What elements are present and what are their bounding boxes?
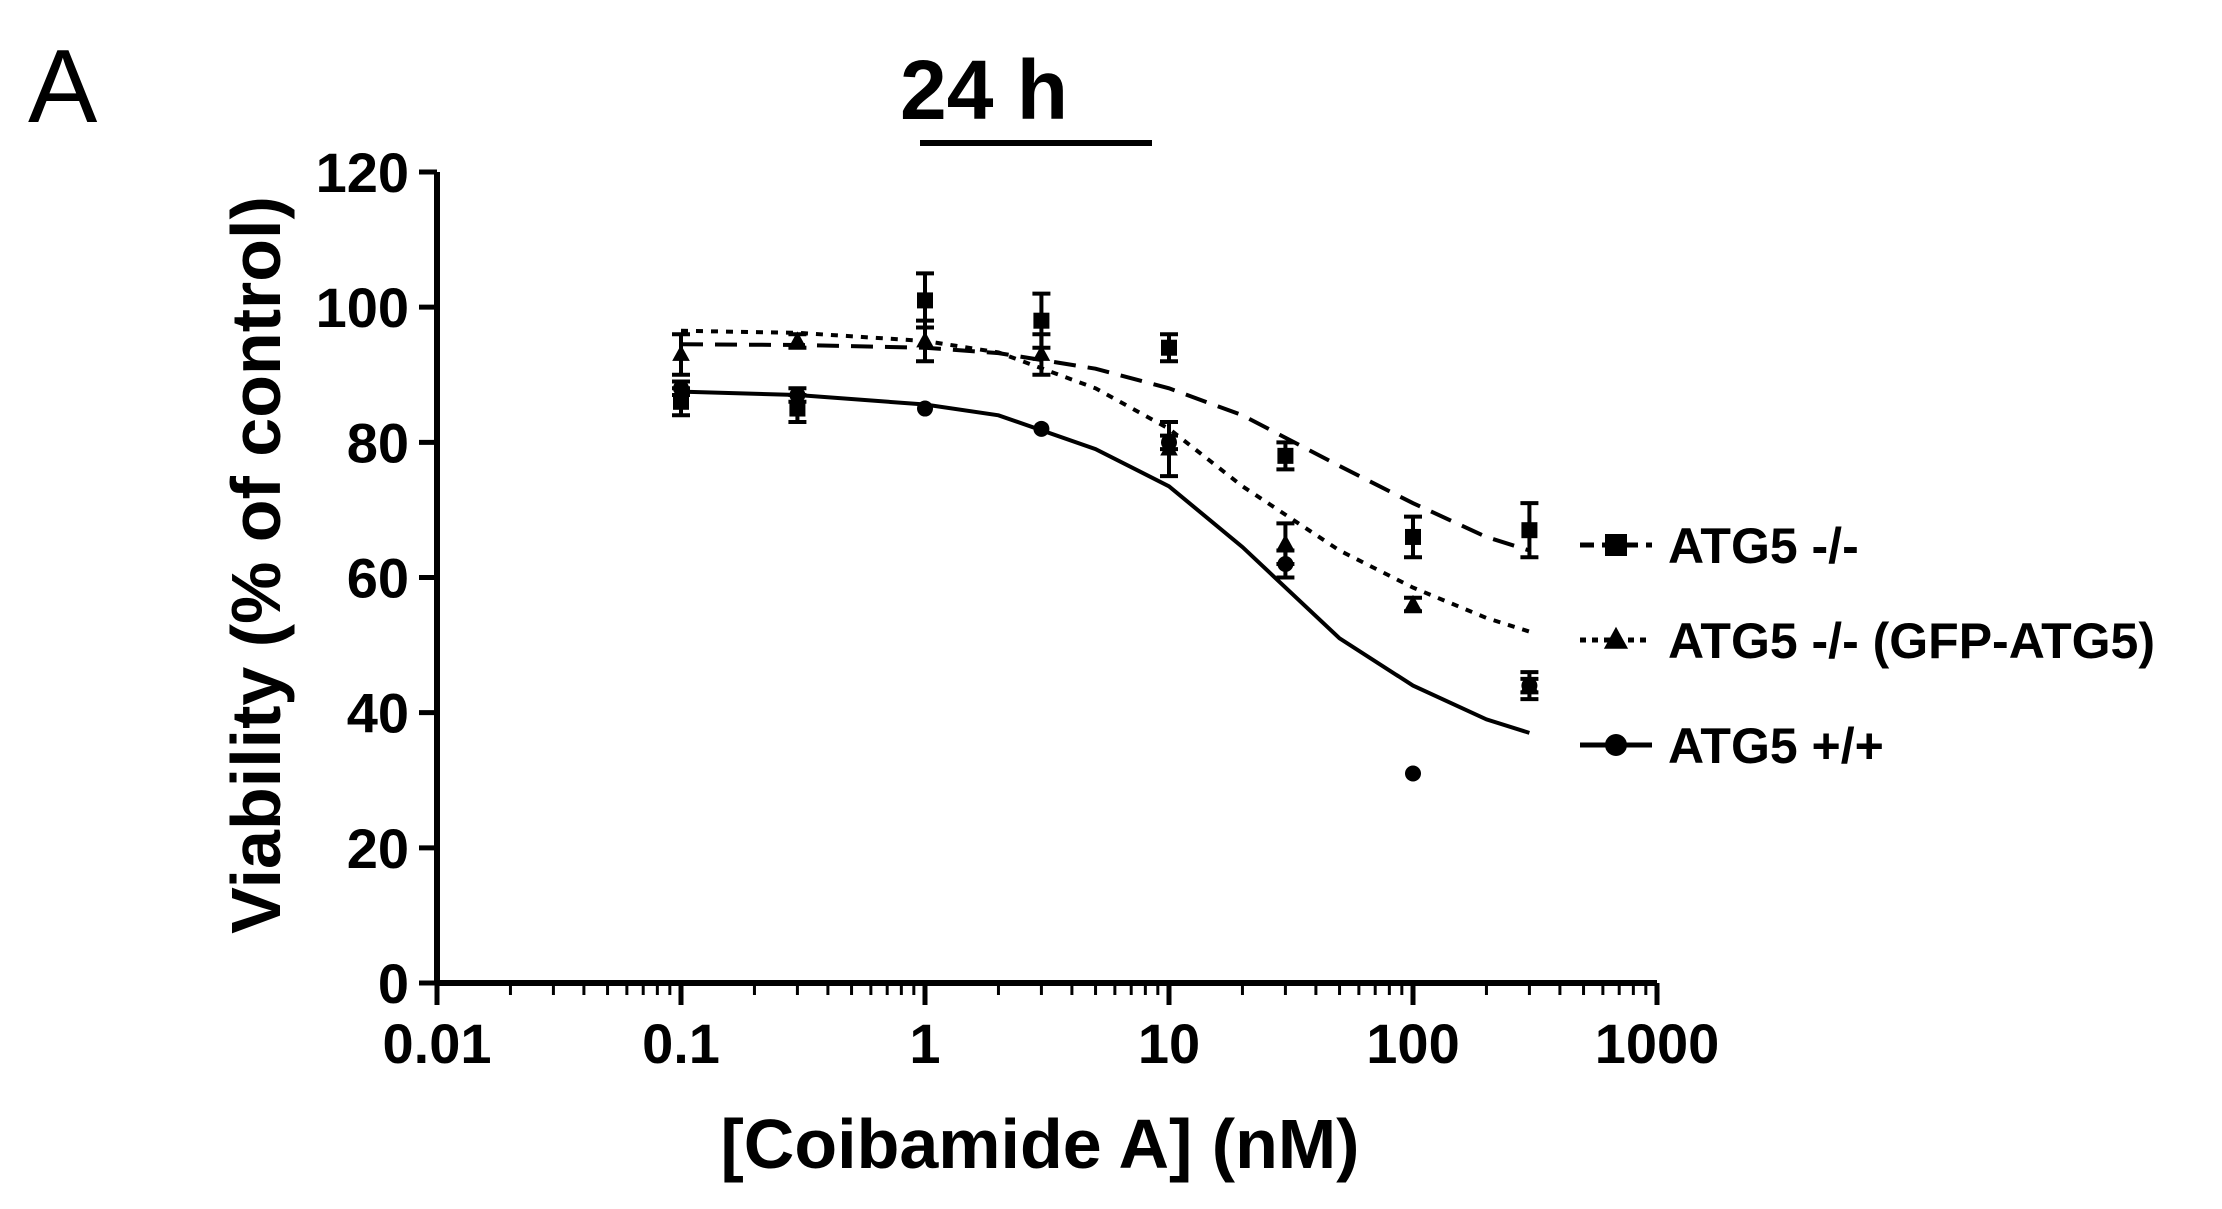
square-marker — [917, 292, 933, 309]
fit-curve — [680, 328, 1531, 634]
fit-curve — [680, 342, 1531, 553]
y-tick-label: 120 — [316, 141, 409, 204]
x-tick-label: 10 — [1138, 1012, 1200, 1075]
square-marker — [673, 393, 689, 410]
y-tick-label: 20 — [347, 817, 409, 880]
y-tick-label: 60 — [347, 547, 409, 610]
circle-marker — [1605, 734, 1627, 756]
panel-label: A — [28, 29, 98, 145]
x-tick-label: 0.1 — [642, 1012, 720, 1075]
x-tick-label: 0.01 — [383, 1012, 492, 1075]
triangle-marker — [1276, 534, 1295, 551]
legend-label: ATG5 -/- — [1668, 518, 1859, 574]
y-tick-label: 0 — [378, 952, 409, 1015]
fit-curves — [680, 328, 1531, 735]
fit-curve — [680, 389, 1531, 735]
triangle-marker — [672, 344, 690, 361]
x-axis-label: [Coibamide A] (nM) — [721, 1105, 1360, 1183]
square-marker — [1277, 447, 1294, 464]
data-points — [672, 271, 1539, 782]
square-marker — [1033, 312, 1050, 329]
y-tick-label: 100 — [316, 276, 409, 339]
x-tick-label: 1000 — [1595, 1012, 1720, 1075]
y-tick-label: 40 — [347, 682, 409, 745]
square-marker — [1161, 339, 1177, 356]
circle-marker — [1161, 434, 1177, 451]
triangle-marker — [1404, 594, 1422, 611]
y-tick-label: 80 — [347, 411, 409, 474]
circle-marker — [1033, 420, 1050, 437]
triangle-marker — [1032, 344, 1051, 361]
square-marker — [1605, 534, 1627, 556]
axes: 0 20 40 60 80 100 120 0.01 0.1 1 10 100 1000 — [316, 141, 1720, 1075]
square-marker — [1521, 522, 1538, 539]
y-axis-label: Viability (% of control) — [217, 196, 295, 934]
chart-title: 24 h — [900, 43, 1069, 137]
circle-marker — [917, 400, 933, 417]
circle-marker — [1277, 555, 1294, 572]
circle-marker — [1521, 677, 1538, 694]
x-tick-label: 100 — [1366, 1012, 1459, 1075]
circle-marker — [1405, 765, 1421, 782]
circle-marker — [673, 380, 689, 397]
square-marker — [789, 400, 806, 417]
triangle-marker — [916, 331, 934, 348]
title-underline — [920, 140, 1152, 146]
legend-label: ATG5 -/- (GFP-ATG5) — [1668, 613, 2155, 669]
triangle-marker — [788, 331, 807, 348]
legend: ATG5 -/- ATG5 -/- (GFP-ATG5) ATG5 +/+ — [1580, 518, 2155, 774]
x-tick-label: 1 — [909, 1012, 940, 1075]
legend-label: ATG5 +/+ — [1668, 718, 1884, 774]
circle-marker — [789, 387, 806, 404]
triangle-marker — [1603, 626, 1629, 649]
square-marker — [1405, 528, 1421, 545]
